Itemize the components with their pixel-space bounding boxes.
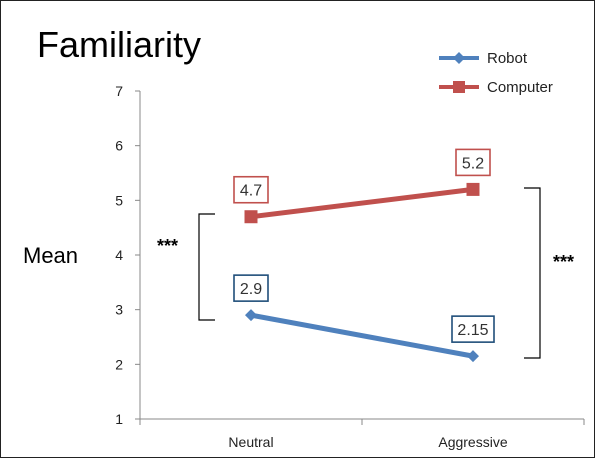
y-axis-label: Mean (23, 243, 78, 268)
legend-label-computer: Computer (487, 79, 553, 96)
data-label-computer: 5.2 (462, 155, 484, 172)
y-tick-label: 6 (115, 138, 123, 154)
series-line-computer (250, 186, 474, 220)
legend-marker-robot (453, 52, 465, 64)
legend-marker-computer (453, 81, 465, 93)
y-tick-label: 3 (115, 302, 123, 318)
y-tick-label: 4 (115, 247, 123, 263)
y-tick-label: 7 (115, 83, 123, 99)
data-label-box-computer (455, 148, 491, 177)
data-point-computer (244, 210, 258, 224)
data-label-robot: 2.15 (457, 322, 488, 339)
data-point-robot (245, 309, 257, 322)
right-significance-stars: *** (553, 252, 574, 272)
data-label-box-robot (451, 315, 495, 343)
x-tick-label: Aggressive (438, 434, 507, 450)
chart-title: Familiarity (37, 24, 201, 65)
legend-label-robot: Robot (487, 50, 528, 67)
left-significance-stars: *** (157, 236, 178, 256)
data-point-robot (467, 350, 479, 363)
series-line-robot (250, 312, 474, 359)
x-tick-label: Neutral (228, 434, 273, 450)
legend: Robot Computer (439, 50, 553, 96)
significance-brackets: *** *** (157, 187, 574, 359)
data-label-box-computer (233, 175, 269, 204)
y-tick-label: 5 (115, 192, 123, 208)
data-label-box-robot (233, 274, 269, 302)
y-tick-label: 1 (115, 411, 123, 427)
axes: 1 2 3 4 5 6 7 Neutral Aggressive (115, 83, 585, 450)
right-bracket (524, 187, 541, 359)
series-group: 2.9 2.15 4.7 5.2 (233, 148, 495, 363)
legend-item-robot: Robot (439, 50, 528, 67)
legend-item-computer: Computer (439, 79, 553, 96)
left-bracket (198, 213, 215, 321)
data-label-computer: 4.7 (240, 183, 262, 200)
data-label-robot: 2.9 (240, 281, 262, 298)
data-point-computer (466, 182, 480, 196)
y-tick-label: 2 (115, 356, 123, 372)
